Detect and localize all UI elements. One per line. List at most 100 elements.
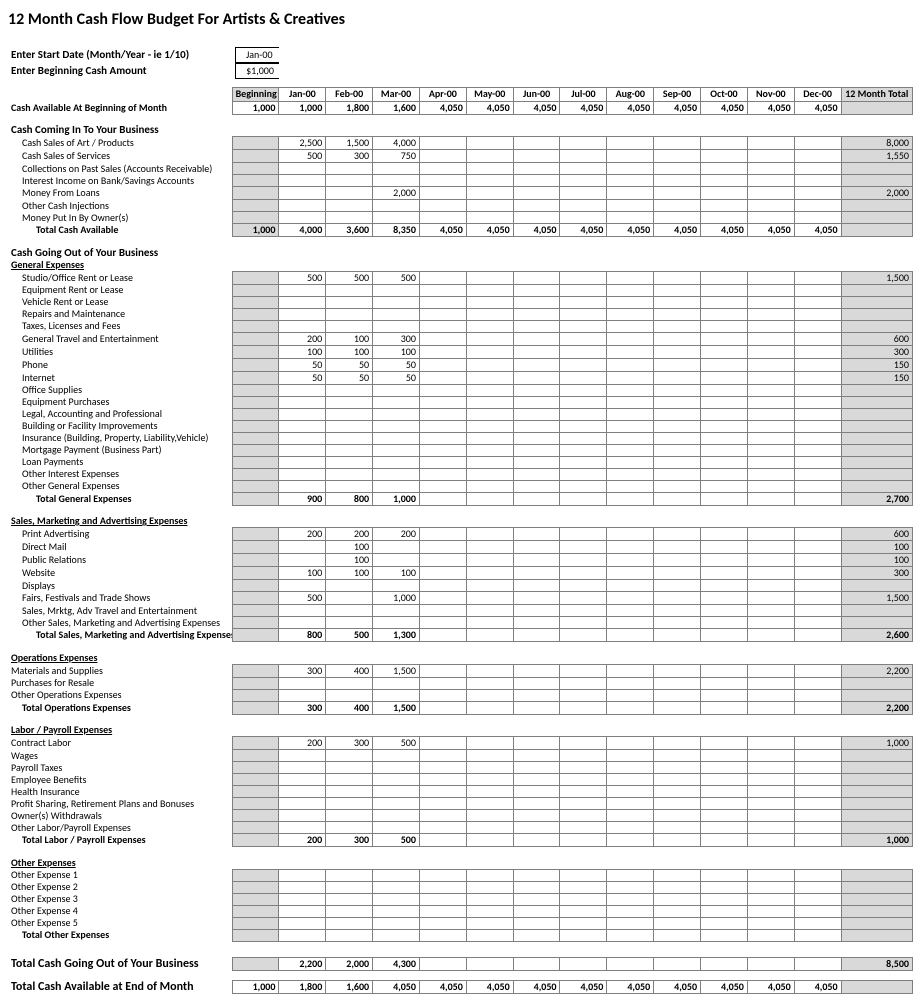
data-cell[interactable] [794, 786, 841, 798]
data-cell[interactable] [560, 917, 607, 929]
data-cell[interactable] [279, 456, 326, 468]
data-cell[interactable] [419, 308, 466, 320]
data-cell[interactable] [419, 786, 466, 798]
data-cell[interactable] [560, 567, 607, 580]
data-cell[interactable] [654, 677, 701, 689]
data-cell[interactable] [466, 187, 513, 200]
data-cell[interactable] [747, 308, 794, 320]
data-cell[interactable] [654, 810, 701, 822]
data-cell[interactable] [701, 175, 748, 187]
data-cell[interactable] [560, 750, 607, 762]
data-cell[interactable] [701, 580, 748, 592]
data-cell[interactable] [560, 905, 607, 917]
data-cell[interactable] [841, 308, 912, 320]
data-cell[interactable] [232, 786, 279, 798]
data-cell[interactable] [466, 762, 513, 774]
data-cell[interactable] [747, 762, 794, 774]
data-cell[interactable] [841, 408, 912, 420]
data-cell[interactable] [279, 480, 326, 492]
data-cell[interactable] [232, 881, 279, 893]
data-cell[interactable] [373, 175, 420, 187]
data-cell[interactable] [794, 567, 841, 580]
data-cell[interactable] [466, 358, 513, 371]
data-cell[interactable]: 1,000 [373, 592, 420, 605]
data-cell[interactable] [279, 541, 326, 554]
data-cell[interactable] [794, 371, 841, 384]
data-cell[interactable] [607, 605, 654, 617]
data-cell[interactable] [654, 762, 701, 774]
data-cell[interactable] [701, 881, 748, 893]
data-cell[interactable] [794, 332, 841, 345]
data-cell[interactable]: 200 [279, 737, 326, 750]
data-cell[interactable] [747, 408, 794, 420]
data-cell[interactable] [794, 384, 841, 396]
data-cell[interactable] [466, 480, 513, 492]
data-cell[interactable] [747, 320, 794, 332]
data-cell[interactable] [560, 345, 607, 358]
data-cell[interactable] [326, 580, 373, 592]
data-cell[interactable] [419, 384, 466, 396]
data-cell[interactable] [560, 677, 607, 689]
data-cell[interactable] [701, 786, 748, 798]
data-cell[interactable] [513, 200, 560, 212]
data-cell[interactable]: 100 [279, 345, 326, 358]
data-cell[interactable] [841, 893, 912, 905]
data-cell[interactable] [841, 917, 912, 929]
data-cell[interactable] [326, 786, 373, 798]
data-cell[interactable] [607, 212, 654, 224]
data-cell[interactable] [654, 822, 701, 834]
data-cell[interactable] [513, 444, 560, 456]
data-cell[interactable] [232, 774, 279, 786]
data-cell[interactable] [654, 689, 701, 701]
data-cell[interactable] [701, 480, 748, 492]
data-cell[interactable]: 500 [279, 271, 326, 284]
data-cell[interactable] [607, 567, 654, 580]
data-cell[interactable] [326, 456, 373, 468]
data-cell[interactable] [326, 200, 373, 212]
data-cell[interactable] [279, 420, 326, 432]
data-cell[interactable] [654, 468, 701, 480]
data-cell[interactable] [841, 580, 912, 592]
data-cell[interactable] [326, 320, 373, 332]
data-cell[interactable] [326, 175, 373, 187]
data-cell[interactable] [419, 917, 466, 929]
data-cell[interactable] [326, 798, 373, 810]
data-cell[interactable] [794, 150, 841, 163]
data-cell[interactable] [466, 284, 513, 296]
data-cell[interactable] [279, 869, 326, 881]
data-cell[interactable] [326, 905, 373, 917]
data-cell[interactable] [794, 163, 841, 175]
data-cell[interactable] [232, 750, 279, 762]
data-cell[interactable] [794, 689, 841, 701]
data-cell[interactable] [654, 200, 701, 212]
data-cell[interactable]: 8,000 [841, 137, 912, 150]
data-cell[interactable] [373, 320, 420, 332]
data-cell[interactable] [701, 554, 748, 567]
data-cell[interactable] [466, 150, 513, 163]
data-cell[interactable] [326, 689, 373, 701]
data-cell[interactable] [419, 332, 466, 345]
data-cell[interactable] [654, 358, 701, 371]
data-cell[interactable] [841, 468, 912, 480]
data-cell[interactable] [747, 541, 794, 554]
data-cell[interactable] [326, 881, 373, 893]
data-cell[interactable] [419, 456, 466, 468]
data-cell[interactable] [373, 444, 420, 456]
data-cell[interactable] [232, 163, 279, 175]
data-cell[interactable] [794, 271, 841, 284]
data-cell[interactable] [747, 137, 794, 150]
data-cell[interactable] [747, 480, 794, 492]
data-cell[interactable] [279, 384, 326, 396]
data-cell[interactable] [326, 810, 373, 822]
data-cell[interactable] [560, 175, 607, 187]
data-cell[interactable]: 100 [279, 567, 326, 580]
data-cell[interactable] [373, 163, 420, 175]
data-cell[interactable] [794, 200, 841, 212]
data-cell[interactable] [841, 420, 912, 432]
data-cell[interactable] [560, 187, 607, 200]
data-cell[interactable] [513, 150, 560, 163]
data-cell[interactable] [747, 296, 794, 308]
data-cell[interactable] [654, 384, 701, 396]
data-cell[interactable]: 100 [841, 541, 912, 554]
data-cell[interactable] [747, 605, 794, 617]
